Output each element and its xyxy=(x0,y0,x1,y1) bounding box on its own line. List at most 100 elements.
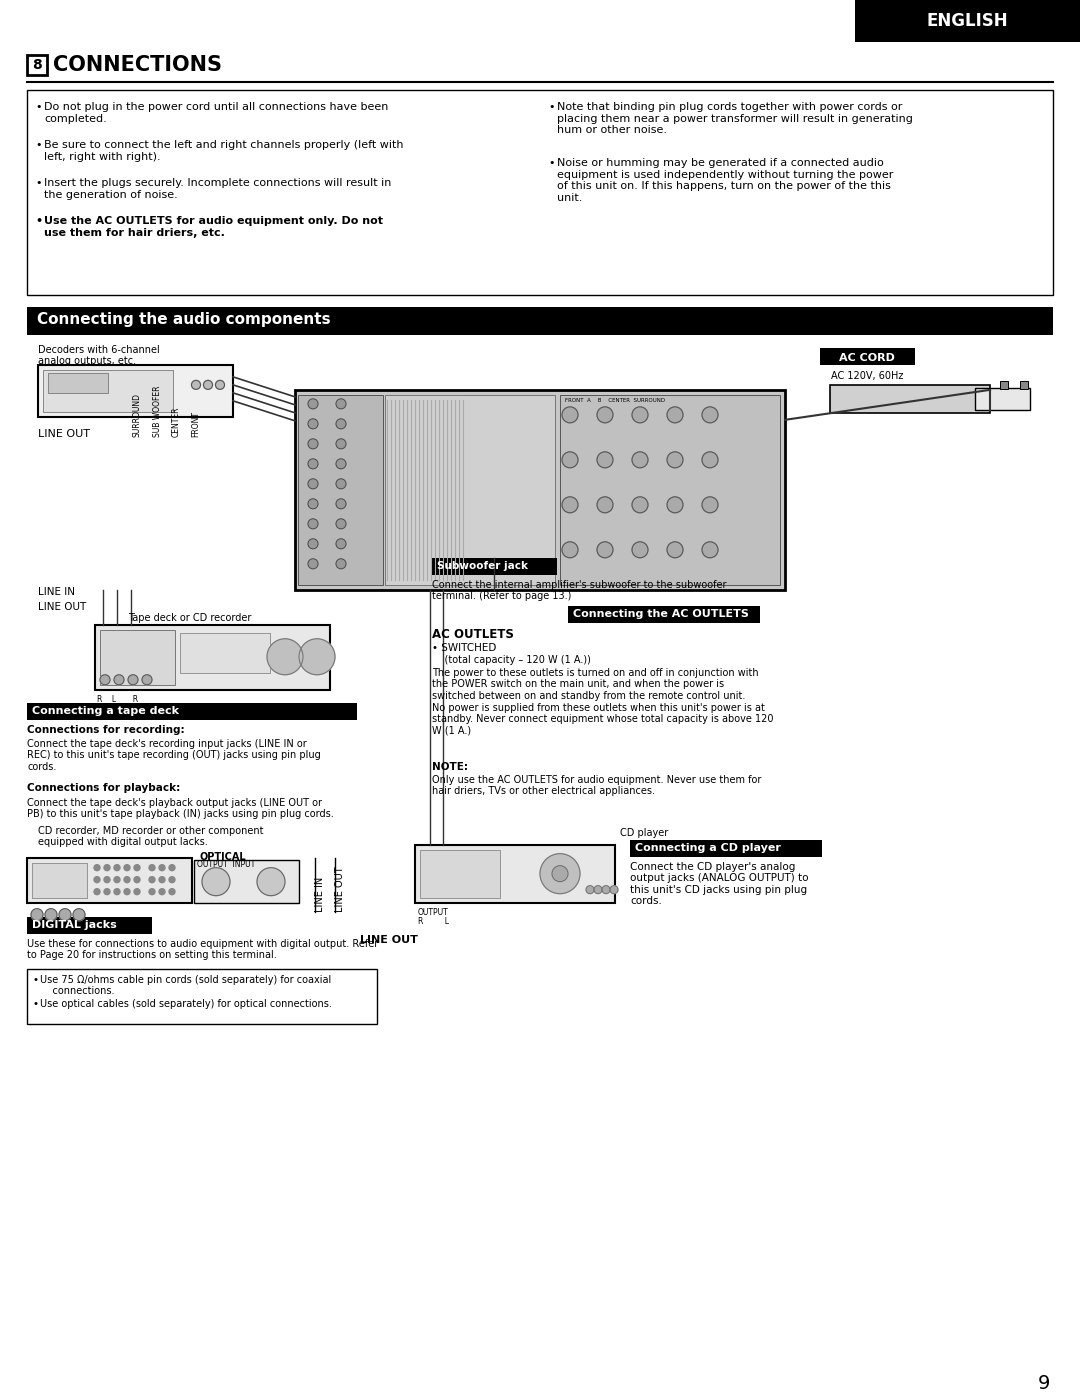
Circle shape xyxy=(597,452,613,467)
Text: •: • xyxy=(35,140,41,150)
Circle shape xyxy=(594,886,602,894)
Text: FRONT: FRONT xyxy=(191,411,200,436)
Bar xyxy=(415,845,615,902)
Bar xyxy=(420,849,500,898)
Circle shape xyxy=(94,865,100,870)
Circle shape xyxy=(124,877,130,883)
Bar xyxy=(194,859,299,902)
Circle shape xyxy=(191,381,201,389)
Text: •: • xyxy=(548,102,554,112)
Bar xyxy=(295,390,785,590)
Bar xyxy=(432,558,557,575)
Circle shape xyxy=(159,877,165,883)
Circle shape xyxy=(562,452,578,467)
Text: INPUT           OUTPUT: INPUT OUTPUT xyxy=(97,704,177,712)
Bar xyxy=(48,374,108,393)
Text: (total capacity – 120 W (1 A.)): (total capacity – 120 W (1 A.)) xyxy=(432,655,591,665)
Text: CD recorder, MD recorder or other component
equipped with digital output lacks.: CD recorder, MD recorder or other compon… xyxy=(38,825,264,848)
Circle shape xyxy=(134,865,140,870)
Circle shape xyxy=(114,877,120,883)
Text: ENGLISH: ENGLISH xyxy=(927,13,1008,29)
Text: LINE OUT: LINE OUT xyxy=(38,429,90,439)
Circle shape xyxy=(168,865,175,870)
Text: Use the AC OUTLETS for audio equipment only. Do not
use them for hair driers, et: Use the AC OUTLETS for audio equipment o… xyxy=(44,215,383,238)
Circle shape xyxy=(202,867,230,895)
Circle shape xyxy=(216,381,225,389)
Bar xyxy=(561,395,780,585)
Circle shape xyxy=(308,478,318,488)
Circle shape xyxy=(114,674,124,684)
Text: FRONT  A    B    CENTER  SURROUND: FRONT A B CENTER SURROUND xyxy=(565,397,665,403)
Text: •: • xyxy=(548,158,554,168)
Text: CD player: CD player xyxy=(620,828,669,838)
Text: Connecting a tape deck: Connecting a tape deck xyxy=(32,705,179,716)
Circle shape xyxy=(336,459,346,469)
Circle shape xyxy=(562,497,578,513)
Bar xyxy=(855,0,1080,42)
Text: Do not plug in the power cord until all connections have been
completed.: Do not plug in the power cord until all … xyxy=(44,102,389,123)
Circle shape xyxy=(168,877,175,883)
Text: Connect the tape deck's recording input jacks (LINE IN or
REC) to this unit's ta: Connect the tape deck's recording input … xyxy=(27,739,321,772)
Text: Noise or humming may be generated if a connected audio
equipment is used indepen: Noise or humming may be generated if a c… xyxy=(557,158,893,203)
Circle shape xyxy=(73,909,85,921)
Text: Connect the CD player's analog
output jacks (ANALOG OUTPUT) to
this unit's CD ja: Connect the CD player's analog output ja… xyxy=(630,862,809,907)
Bar xyxy=(820,348,915,365)
Text: R         L: R L xyxy=(418,916,449,926)
Circle shape xyxy=(149,877,156,883)
Circle shape xyxy=(114,888,120,895)
Text: SUB WOOFER: SUB WOOFER xyxy=(153,385,162,436)
Bar xyxy=(27,306,1053,334)
Circle shape xyxy=(308,399,318,409)
Text: R    L       R: R L R xyxy=(97,695,138,704)
Circle shape xyxy=(168,888,175,895)
Text: •: • xyxy=(35,178,41,187)
Bar xyxy=(298,395,383,585)
Bar xyxy=(32,863,87,898)
Circle shape xyxy=(159,865,165,870)
Text: Connect the tape deck's playback output jacks (LINE OUT or
PB) to this unit's ta: Connect the tape deck's playback output … xyxy=(27,797,334,820)
Bar xyxy=(38,365,233,417)
Circle shape xyxy=(667,497,683,513)
Bar xyxy=(27,916,152,933)
Text: NOTE:: NOTE: xyxy=(432,761,468,772)
Circle shape xyxy=(632,452,648,467)
Circle shape xyxy=(667,452,683,467)
Text: Connections for recording:: Connections for recording: xyxy=(27,725,185,734)
Circle shape xyxy=(129,674,138,684)
Circle shape xyxy=(336,499,346,509)
Text: LINE IN: LINE IN xyxy=(38,586,75,597)
Bar xyxy=(27,55,48,76)
Bar xyxy=(384,395,555,585)
Text: DIGITAL jacks: DIGITAL jacks xyxy=(32,919,117,930)
Text: Be sure to connect the left and right channels properly (left with
left, right w: Be sure to connect the left and right ch… xyxy=(44,140,404,161)
Circle shape xyxy=(336,478,346,488)
Circle shape xyxy=(124,865,130,870)
Text: LINE OUT: LINE OUT xyxy=(360,935,418,944)
Circle shape xyxy=(667,541,683,558)
Circle shape xyxy=(540,853,580,894)
Circle shape xyxy=(667,407,683,422)
Circle shape xyxy=(610,886,618,894)
Circle shape xyxy=(94,877,100,883)
Circle shape xyxy=(308,459,318,469)
Circle shape xyxy=(104,865,110,870)
Circle shape xyxy=(308,418,318,429)
Text: Connections for playback:: Connections for playback: xyxy=(27,782,180,793)
Text: Connecting a CD player: Connecting a CD player xyxy=(635,842,781,852)
Text: Tape deck or CD recorder: Tape deck or CD recorder xyxy=(129,613,252,623)
Bar xyxy=(27,702,357,719)
Bar xyxy=(95,625,330,690)
Text: •: • xyxy=(35,102,41,112)
Circle shape xyxy=(702,497,718,513)
Text: Use these for connections to audio equipment with digital output. Refer
to Page : Use these for connections to audio equip… xyxy=(27,939,378,960)
Circle shape xyxy=(702,407,718,422)
Circle shape xyxy=(702,541,718,558)
Bar xyxy=(43,369,173,411)
Text: •: • xyxy=(32,999,38,1009)
Text: • SWITCHED: • SWITCHED xyxy=(432,642,497,653)
Text: Subwoofer jack: Subwoofer jack xyxy=(437,561,528,571)
Bar xyxy=(831,385,990,413)
Text: OUTPUT  INPUT: OUTPUT INPUT xyxy=(197,859,255,869)
Text: AC 120V, 60Hz: AC 120V, 60Hz xyxy=(831,371,903,381)
Bar xyxy=(100,630,175,684)
